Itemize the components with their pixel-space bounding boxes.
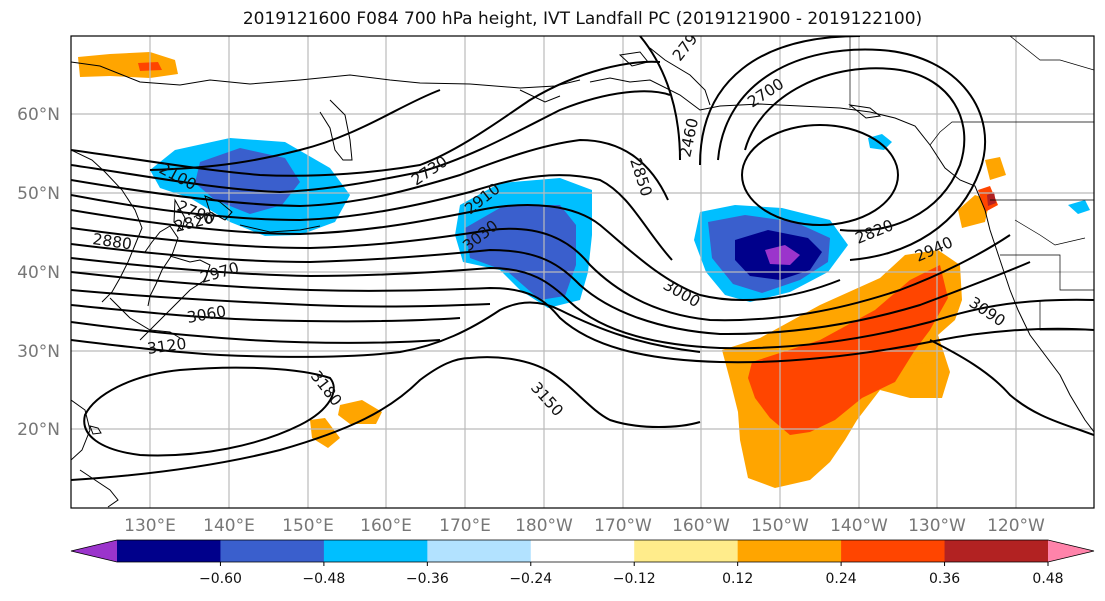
colorbar-box bbox=[427, 540, 532, 562]
contour-label: 2880 bbox=[91, 230, 133, 253]
lon-label: 160°E bbox=[360, 516, 412, 536]
lat-label: 30°N bbox=[17, 342, 60, 362]
lon-label: 140°W bbox=[830, 516, 888, 536]
map-frame bbox=[70, 35, 1095, 509]
colorbar: −0.60 −0.48 −0.36 −0.24 −0.12 0.12 0.24 0.36 0.4… bbox=[70, 539, 1095, 587]
colorbar-box bbox=[220, 540, 325, 562]
colorbar-box bbox=[634, 540, 739, 562]
contour-label: 3120 bbox=[146, 335, 188, 358]
lon-label: 170°W bbox=[594, 516, 652, 536]
contour-label: 2700 bbox=[744, 75, 787, 112]
map-title: 2019121600 F084 700 hPa height, IVT Land… bbox=[242, 9, 923, 29]
lon-label: 170°E bbox=[439, 516, 491, 536]
colorbar-box bbox=[530, 540, 635, 562]
contour-label: 3000 bbox=[660, 276, 703, 311]
colorbar-extend-min bbox=[71, 540, 117, 562]
lon-label: 150°E bbox=[282, 516, 334, 536]
contour-label: 2460 bbox=[676, 116, 702, 158]
colorbar-tick-label: 0.48 bbox=[1032, 571, 1063, 587]
colorbar-tick-label: −0.24 bbox=[509, 571, 552, 587]
lon-label: 180°W bbox=[515, 516, 573, 536]
colorbar-extend-max bbox=[1048, 540, 1094, 562]
contour-label: 2850 bbox=[626, 156, 655, 199]
map-panel: 2790 2700 2460 2850 2100 2730 2910 2790 … bbox=[71, 22, 1094, 508]
colorbar-tick-label: 0.36 bbox=[929, 571, 960, 587]
lon-label: 150°W bbox=[751, 516, 809, 536]
colorbar-tick-label: −0.48 bbox=[302, 571, 345, 587]
colorbar-box bbox=[944, 540, 1049, 562]
contour-label: 2970 bbox=[198, 259, 241, 287]
colorbar-tick-label: −0.36 bbox=[406, 571, 449, 587]
colorbar-box bbox=[737, 540, 842, 562]
lon-label: 160°W bbox=[672, 516, 730, 536]
colorbar-tick-label: −0.60 bbox=[199, 571, 242, 587]
lon-label: 140°E bbox=[203, 516, 255, 536]
ivt-shading-negative bbox=[150, 134, 1090, 308]
longitude-labels: 130°E 140°E 150°E 160°E 170°E 180°W 170°… bbox=[124, 516, 1045, 536]
contour-label: 2790 bbox=[669, 22, 707, 64]
colorbar-tick-label: 0.24 bbox=[826, 571, 857, 587]
colorbar-box bbox=[117, 540, 221, 562]
lat-label: 40°N bbox=[17, 263, 60, 283]
colorbar-box bbox=[323, 540, 428, 562]
lat-label: 60°N bbox=[17, 105, 60, 125]
contour-label: 3090 bbox=[966, 293, 1009, 330]
lon-label: 130°W bbox=[908, 516, 966, 536]
lat-label: 20°N bbox=[17, 420, 60, 440]
lat-label: 50°N bbox=[17, 184, 60, 204]
colorbar-tick-label: 0.12 bbox=[722, 571, 753, 587]
graticule bbox=[71, 36, 1094, 508]
contour-label: 3180 bbox=[307, 367, 345, 409]
lon-label: 120°W bbox=[987, 516, 1045, 536]
colorbar-tick-label: −0.12 bbox=[613, 571, 656, 587]
contour-label: 3150 bbox=[527, 379, 567, 420]
height-contours bbox=[71, 36, 1094, 481]
colorbar-box bbox=[841, 540, 946, 562]
contour-label: 3060 bbox=[186, 302, 228, 327]
colorbar-outline bbox=[70, 539, 1095, 563]
latitude-labels: 60°N 50°N 40°N 30°N 20°N bbox=[17, 105, 60, 440]
lon-label: 130°E bbox=[124, 516, 176, 536]
